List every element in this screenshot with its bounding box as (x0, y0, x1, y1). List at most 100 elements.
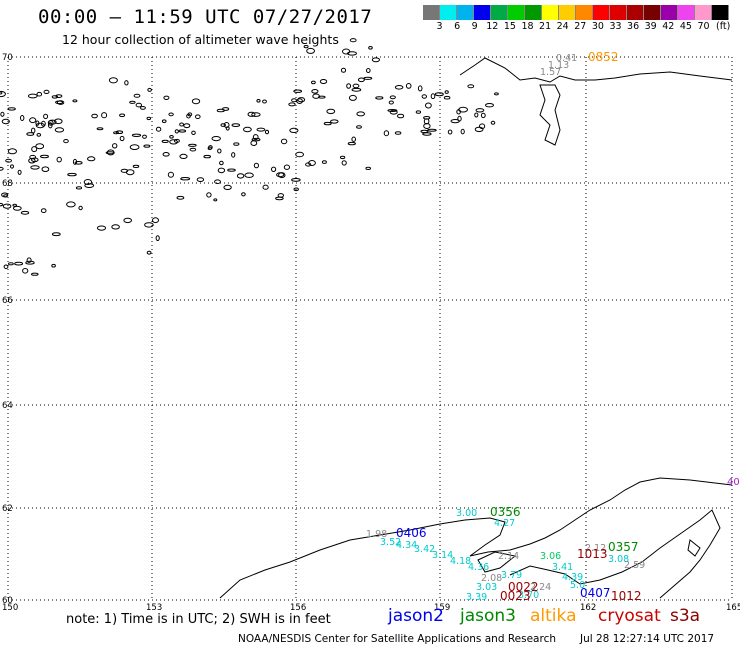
ice-floe (303, 45, 309, 49)
ice-floe (191, 130, 196, 136)
ice-floe (427, 128, 437, 132)
ice-floe (223, 184, 232, 190)
color-scale-unit: (ft) (716, 21, 731, 32)
ice-floe (111, 224, 120, 230)
ice-floe (152, 217, 159, 224)
legend-swatch (474, 5, 491, 20)
ice-floe (283, 164, 290, 170)
ice-floe (351, 136, 357, 142)
ice-floe (55, 100, 64, 105)
ice-floe (179, 122, 185, 127)
coast-segment (539, 84, 561, 146)
ice-floe (162, 152, 170, 157)
legend-label: 45 (679, 21, 692, 32)
ice-floe (3, 264, 9, 270)
legend-label: 18 (521, 21, 534, 32)
legend-swatch (627, 5, 644, 20)
ice-floe (371, 57, 380, 63)
ice-floe (421, 94, 427, 99)
ice-floe (108, 77, 118, 84)
ice-floe (20, 210, 30, 215)
ice-floe (231, 123, 241, 127)
ice-floe (323, 121, 332, 126)
wave-height-reading: 3.03 (476, 582, 497, 593)
ice-floe (0, 202, 4, 207)
ice-floe (262, 99, 267, 104)
ice-floe (417, 85, 423, 92)
ice-floe (179, 153, 188, 159)
ice-floe (161, 119, 167, 123)
ice-floe (256, 127, 266, 132)
ice-floe (72, 158, 78, 165)
ice-floe (352, 83, 360, 89)
ice-floe (243, 126, 252, 133)
wave-height-reading: 2.08 (481, 573, 502, 584)
legend-swatch (559, 5, 576, 20)
satellite-name-altika: altika (530, 606, 577, 626)
ice-floe (7, 148, 17, 155)
ice-floe (132, 164, 140, 168)
legend-swatch (593, 5, 610, 20)
ice-floe (415, 110, 422, 114)
pass-time-label: 1013 (577, 547, 608, 561)
ice-floe (389, 109, 398, 115)
ice-floe (96, 225, 107, 231)
ice-floe (129, 100, 136, 104)
page-title: 00:00 – 11:59 UTC 07/27/2017 (38, 6, 373, 28)
legend-swatch (508, 5, 525, 20)
ice-floe (340, 67, 347, 73)
generated-timestamp: Jul 28 12:27:14 UTC 2017 (580, 633, 715, 645)
ice-floe (244, 172, 254, 178)
ice-floe (444, 90, 449, 94)
lon-label: 159 (434, 603, 450, 613)
ice-floe (306, 47, 316, 54)
ice-floe (133, 93, 141, 98)
coast-segment (687, 539, 701, 557)
lat-label: 66 (2, 296, 13, 306)
legend-swatch (644, 5, 661, 20)
ice-floe (394, 85, 404, 90)
ice-floe (1, 118, 10, 125)
wave-height-reading: 3.06 (540, 551, 561, 562)
ice-floe (43, 113, 49, 120)
ice-floe (321, 160, 327, 164)
ice-floe (186, 113, 191, 119)
ice-floe (253, 162, 259, 169)
ice-floe (74, 161, 83, 165)
pass-time-label: 0407 (580, 586, 611, 600)
ice-floe (78, 205, 83, 211)
ice-floe (342, 48, 351, 55)
wave-height-reading: 3.79 (501, 570, 522, 581)
ice-floe (48, 122, 53, 129)
altimeter-tracks: 0.411.131.57 0852 1.983.524.343.423.144.18… (366, 50, 740, 603)
pass-time-label: 0023 (500, 589, 531, 603)
ice-floe (3, 194, 8, 198)
ice-floe (146, 116, 152, 121)
ice-floe (129, 144, 140, 151)
coast-segment (459, 57, 733, 83)
ice-floe (363, 76, 373, 80)
ice-floe (422, 132, 432, 136)
ice-floe (35, 143, 45, 150)
ice-floe (347, 141, 356, 146)
ice-floe (112, 143, 118, 149)
ice-floe (394, 131, 402, 135)
ice-floe (147, 87, 152, 92)
ice-floe (155, 126, 162, 132)
legend-label: 21 (539, 21, 552, 32)
ice-floe (40, 208, 47, 214)
ice-floe (214, 179, 221, 184)
ice-floe (0, 90, 6, 98)
lat-lon-grid (7, 56, 733, 601)
ice-floe (26, 257, 32, 264)
ice-floe (14, 261, 24, 266)
ice-floe (346, 83, 352, 89)
legend-label: 24 (556, 21, 569, 32)
ice-floe (7, 107, 16, 111)
ice-floe (8, 262, 14, 266)
ice-floe (54, 127, 65, 133)
ice-floe (203, 154, 211, 159)
ice-floe (41, 166, 50, 172)
wave-height-reading: 2.59 (624, 560, 645, 571)
ice-floe (51, 263, 56, 268)
